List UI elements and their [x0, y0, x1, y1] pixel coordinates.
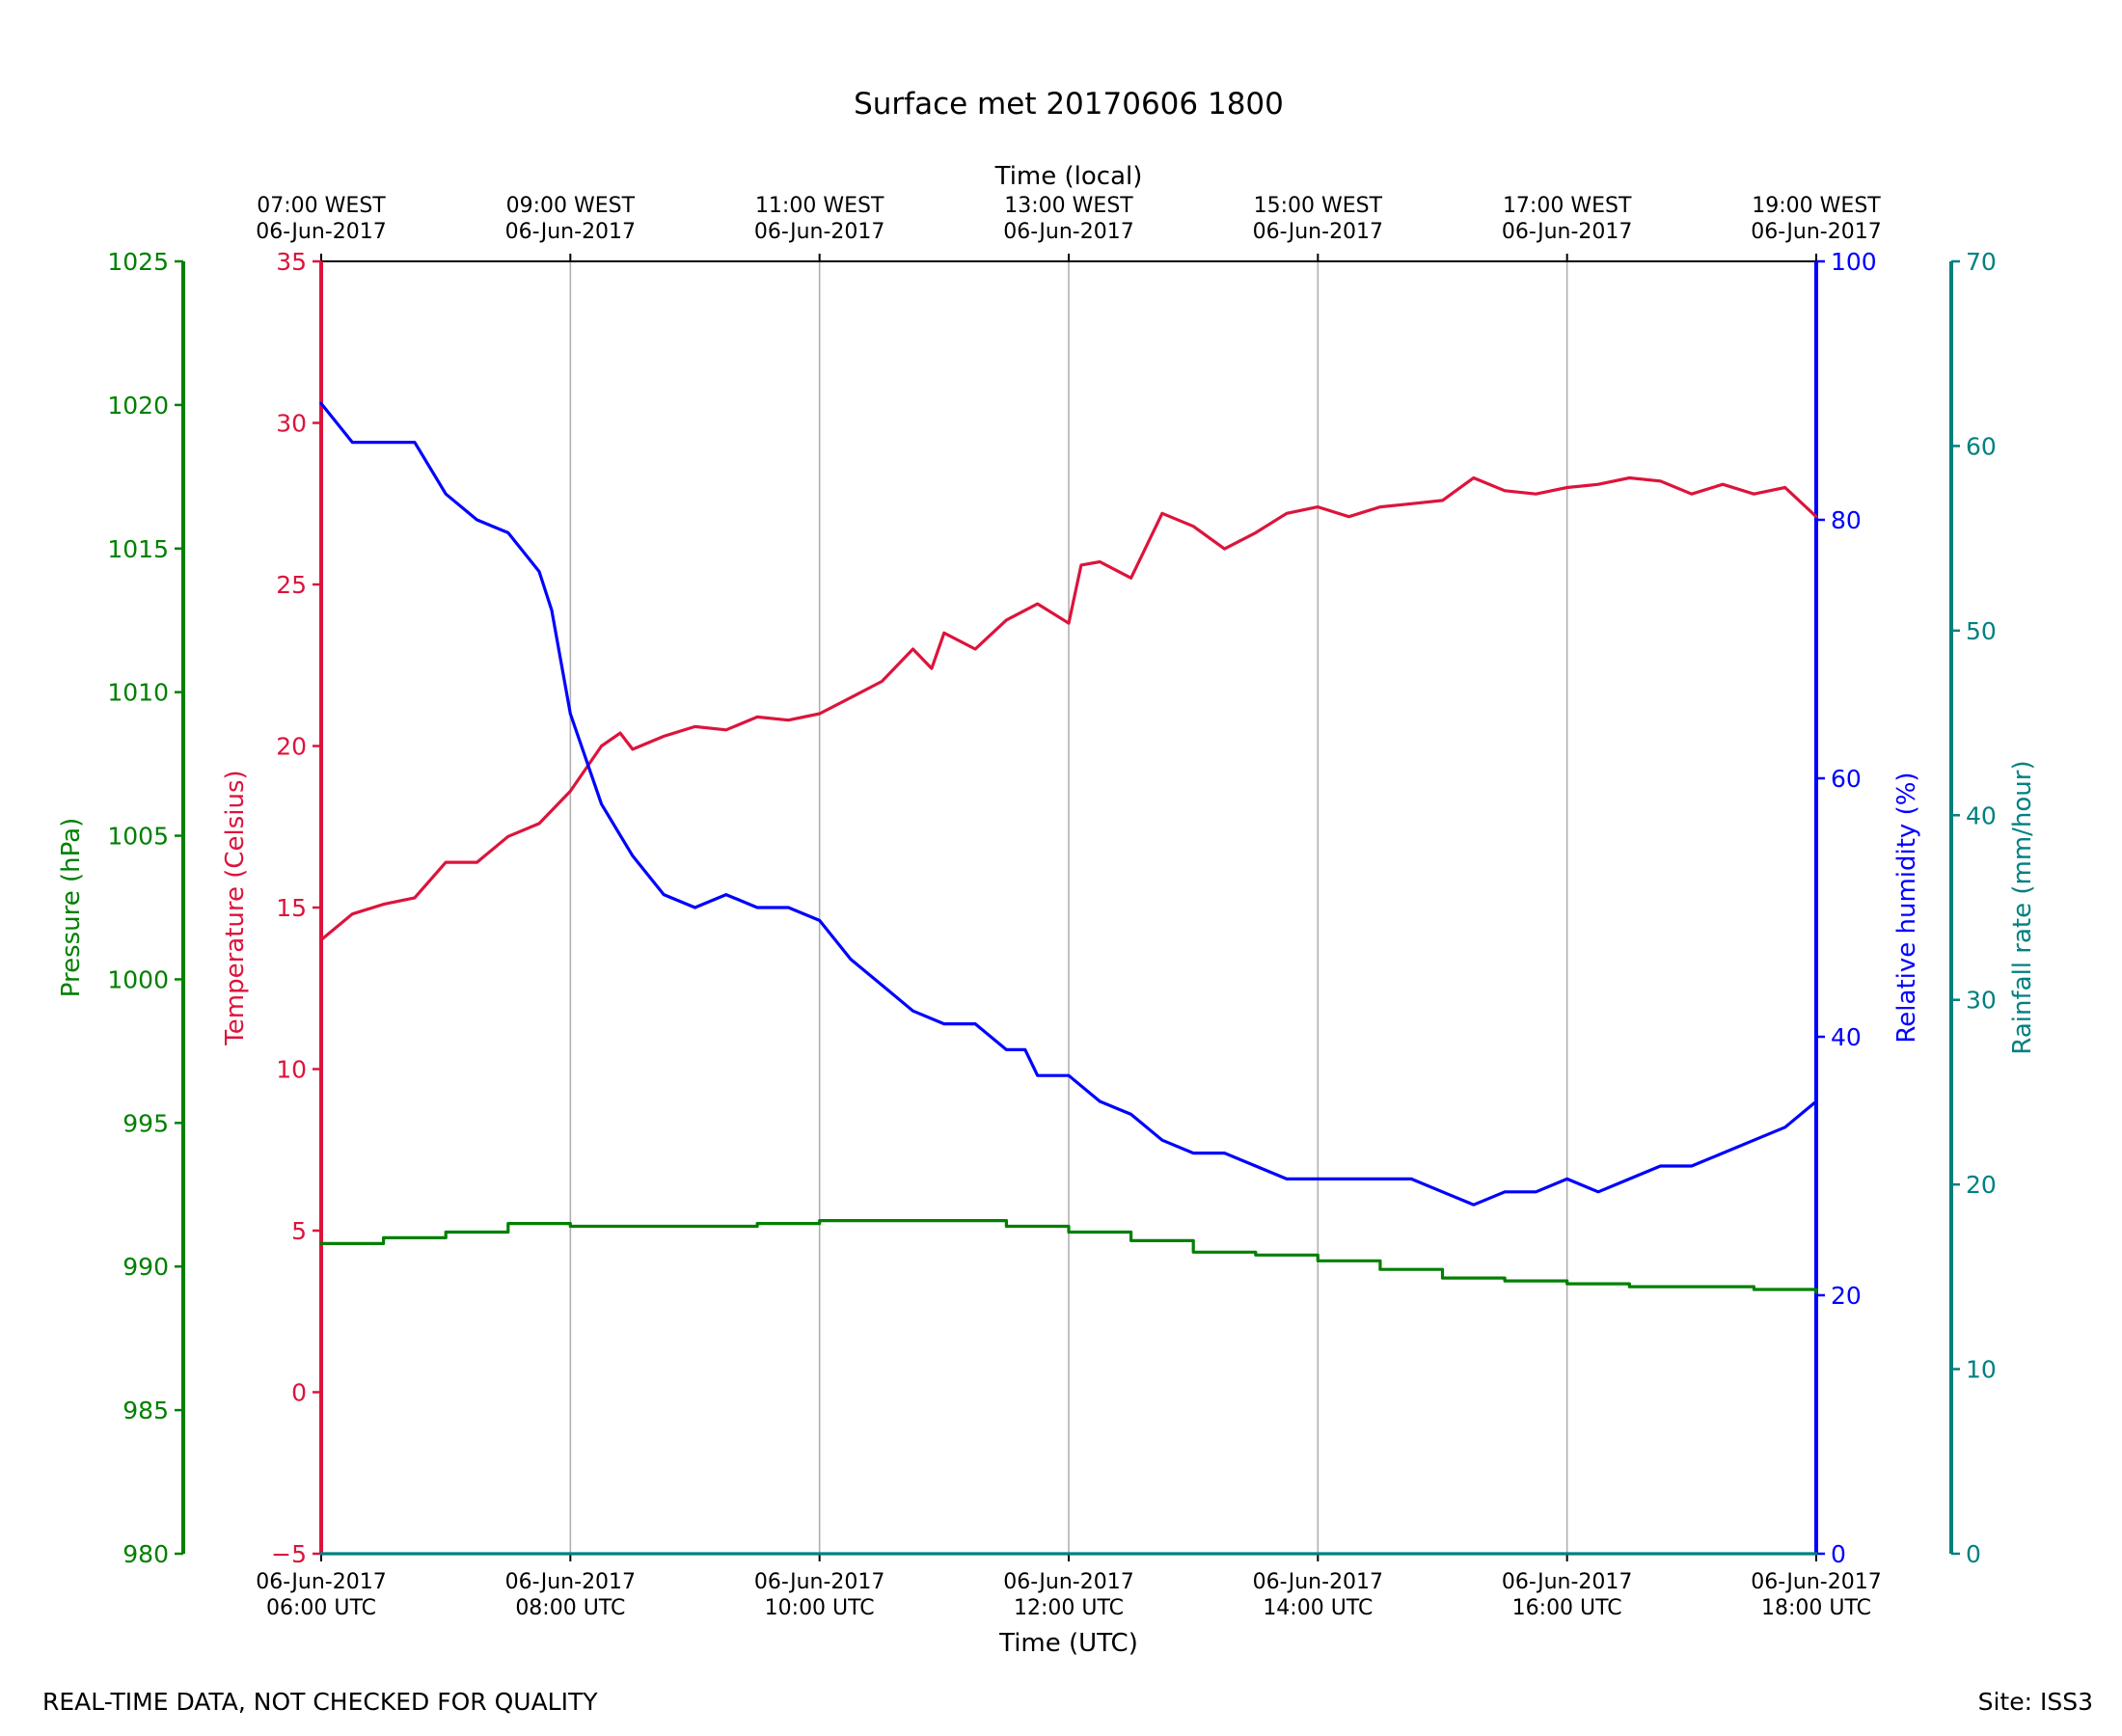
- series-line-pressure: [319, 1219, 1818, 1294]
- x-top-tick-label: 06-Jun-2017: [1751, 220, 1881, 244]
- temperature-tick-label: 30: [276, 410, 307, 438]
- x-top-tick-label: 15:00 WEST: [1254, 194, 1383, 218]
- x-top-tick-label: 13:00 WEST: [1004, 194, 1133, 218]
- x-top-tick-label: 09:00 WEST: [506, 194, 636, 218]
- rainfall-tick-label: 0: [1966, 1540, 1981, 1568]
- temperature-tick-label: 10: [276, 1056, 307, 1084]
- quality-disclaimer: REAL-TIME DATA, NOT CHECKED FOR QUALITY: [42, 1688, 598, 1716]
- rainfall-tick-label: 30: [1966, 987, 1997, 1015]
- chart-title: Surface met 20170606 1800: [854, 87, 1284, 122]
- x-bottom-tick-label: 06:00 UTC: [266, 1596, 376, 1620]
- series-line-temperature: [319, 475, 1818, 942]
- pressure-tick-label: 985: [122, 1397, 169, 1424]
- x-top-axis-label: Time (local): [994, 162, 1143, 191]
- x-bottom-tick-label: 12:00 UTC: [1014, 1596, 1124, 1620]
- x-bottom-tick-label: 06-Jun-2017: [1253, 1570, 1383, 1594]
- temperature-tick-label: 25: [276, 571, 307, 599]
- pressure-tick-label: 990: [122, 1253, 169, 1281]
- x-top-tick-label: 17:00 WEST: [1503, 194, 1632, 218]
- x-bottom-tick-label: 16:00 UTC: [1512, 1596, 1622, 1620]
- rainfall-tick-label: 70: [1966, 248, 1997, 276]
- x-top-tick-label: 06-Jun-2017: [1003, 220, 1133, 244]
- x-top-tick-label: 06-Jun-2017: [1253, 220, 1383, 244]
- x-top-tick-label: 07:00 WEST: [257, 194, 386, 218]
- pressure-tick-label: 1020: [107, 392, 169, 420]
- pressure-tick-label: 1010: [107, 679, 169, 707]
- x-top-tick-label: 06-Jun-2017: [754, 220, 884, 244]
- pressure-tick-label: 980: [122, 1540, 169, 1568]
- humidity-axis-label: Relative humidity (%): [1892, 772, 1921, 1043]
- x-bottom-tick-label: 10:00 UTC: [765, 1596, 875, 1620]
- x-bottom-tick-label: 06-Jun-2017: [256, 1570, 386, 1594]
- pressure-tick-label: 1005: [107, 823, 169, 851]
- x-bottom-tick-label: 06-Jun-2017: [1003, 1570, 1133, 1594]
- pressure-tick-label: 995: [122, 1109, 169, 1137]
- rainfall-tick-label: 10: [1966, 1356, 1997, 1384]
- humidity-tick-label: 80: [1831, 506, 1862, 534]
- temperature-tick-label: 35: [276, 248, 307, 276]
- x-bottom-tick-label: 08:00 UTC: [515, 1596, 625, 1620]
- pressure-tick-label: 1025: [107, 248, 169, 276]
- x-top-tick-label: 11:00 WEST: [755, 194, 884, 218]
- rainfall-tick-label: 50: [1966, 617, 1997, 645]
- rainfall-tick-label: 60: [1966, 432, 1997, 460]
- x-top-tick-label: 19:00 WEST: [1752, 194, 1881, 218]
- temperature-tick-label: 0: [291, 1379, 307, 1407]
- humidity-tick-label: 60: [1831, 765, 1862, 793]
- humidity-tick-label: 40: [1831, 1023, 1862, 1051]
- x-top-tick-label: 06-Jun-2017: [256, 220, 386, 244]
- x-top-tick-label: 06-Jun-2017: [1502, 220, 1632, 244]
- rainfall-tick-label: 20: [1966, 1171, 1997, 1199]
- rainfall-tick-label: 40: [1966, 801, 1997, 829]
- rainfall-axis-label: Rainfall rate (mm/hour): [2008, 760, 2037, 1054]
- temperature-tick-label: −5: [271, 1540, 307, 1568]
- x-bottom-tick-label: 14:00 UTC: [1263, 1596, 1373, 1620]
- site-label: Site: ISS3: [1977, 1688, 2093, 1716]
- temperature-tick-label: 15: [276, 894, 307, 922]
- x-bottom-tick-label: 06-Jun-2017: [754, 1570, 884, 1594]
- temperature-tick-label: 5: [291, 1217, 307, 1245]
- x-bottom-tick-label: 06-Jun-2017: [1502, 1570, 1632, 1594]
- series-line-humidity: [319, 401, 1818, 1207]
- humidity-tick-label: 100: [1831, 248, 1877, 276]
- x-bottom-tick-label: 06-Jun-2017: [1751, 1570, 1881, 1594]
- pressure-axis-label: Pressure (hPa): [57, 818, 86, 998]
- temperature-tick-label: 20: [276, 733, 307, 761]
- pressure-tick-label: 1000: [107, 965, 169, 993]
- x-bottom-axis-label: Time (UTC): [998, 1629, 1138, 1658]
- humidity-tick-label: 0: [1831, 1540, 1846, 1568]
- pressure-tick-label: 1015: [107, 535, 169, 563]
- x-bottom-tick-label: 18:00 UTC: [1761, 1596, 1871, 1620]
- humidity-tick-label: 20: [1831, 1282, 1862, 1310]
- x-bottom-tick-label: 06-Jun-2017: [505, 1570, 636, 1594]
- x-top-tick-label: 06-Jun-2017: [505, 220, 636, 244]
- temperature-axis-label: Temperature (Celsius): [221, 770, 250, 1045]
